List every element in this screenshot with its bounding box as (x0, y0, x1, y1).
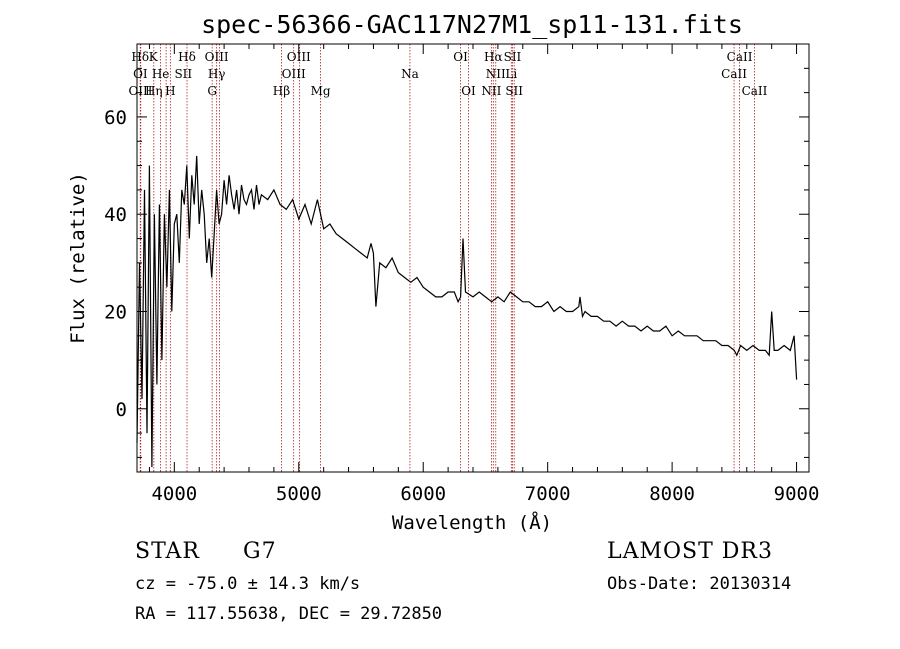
marker-label-12: Hγ (208, 67, 226, 81)
x-tick-label-5: 9000 (774, 483, 820, 505)
marker-label-5: OI (453, 50, 468, 64)
marker-label-22: Hβ (273, 84, 290, 98)
y-axis: 0 20 40 60 (104, 67, 809, 458)
marker-label-15: NII (486, 67, 506, 81)
y-tick-label-1: 20 (104, 302, 127, 324)
marker-label-18: OIII (128, 84, 152, 98)
marker-label-11: SII (174, 67, 192, 81)
marker-label-6: Hα (484, 50, 503, 64)
emission-line-markers (139, 44, 755, 472)
marker-label-26: SII (505, 84, 523, 98)
marker-label-20: H (165, 84, 175, 98)
coordinates: RA = 117.55638, DEC = 29.72850 (135, 604, 443, 624)
y-tick-label-2: 40 (104, 204, 127, 226)
x-axis-label: Wavelength (Å) (392, 511, 552, 534)
survey-name: LAMOST DR3 (607, 539, 773, 564)
marker-label-17: CaII (721, 67, 747, 81)
marker-label-8: CaII (727, 50, 753, 64)
y-tick-label-0: 0 (116, 399, 127, 421)
marker-label-23: Mg (311, 84, 331, 98)
marker-label-24: OI (461, 84, 476, 98)
marker-label-14: Na (401, 67, 419, 81)
x-tick-label-1: 5000 (276, 483, 322, 505)
x-axis: 4000 5000 6000 7000 8000 9000 (148, 44, 820, 505)
object-class: STAR (135, 539, 200, 564)
marker-label-25: NII (481, 84, 501, 98)
marker-label-13: OIII (282, 67, 306, 81)
x-tick-label-4: 8000 (649, 483, 695, 505)
redshift-velocity: cz = -75.0 ± 14.3 km/s (135, 574, 361, 594)
marker-label-27: CaII (742, 84, 768, 98)
marker-label-19: Hη (145, 84, 163, 98)
marker-label-9: OI (133, 67, 148, 81)
x-tick-label-2: 6000 (400, 483, 446, 505)
marker-label-7: SII (504, 50, 522, 64)
marker-label-1: K (149, 50, 159, 64)
observation-date: Obs-Date: 20130314 (607, 574, 792, 594)
chart-title: spec-56366-GAC117N27M1_sp11-131.fits (201, 10, 743, 39)
x-tick-label-0: 4000 (151, 483, 197, 505)
marker-label-21: G (207, 84, 217, 98)
spectrum-series-line (136, 155, 798, 468)
marker-label-16: Li (505, 67, 517, 81)
marker-label-4: OIII (287, 50, 311, 64)
marker-label-3: OIII (205, 50, 229, 64)
y-axis-label: Flux (relative) (67, 172, 89, 344)
x-tick-label-3: 7000 (525, 483, 571, 505)
marker-label-10: He (152, 67, 170, 81)
spectrum-chart: spec-56366-GAC117N27M1_sp11-131.fits Hδ K… (67, 10, 820, 534)
spectral-subclass: G7 (243, 539, 277, 564)
y-tick-label-3: 60 (104, 107, 127, 129)
marker-label-0: Hδ (131, 50, 149, 64)
marker-label-2: Hδ (178, 50, 196, 64)
plot-frame (136, 43, 810, 473)
